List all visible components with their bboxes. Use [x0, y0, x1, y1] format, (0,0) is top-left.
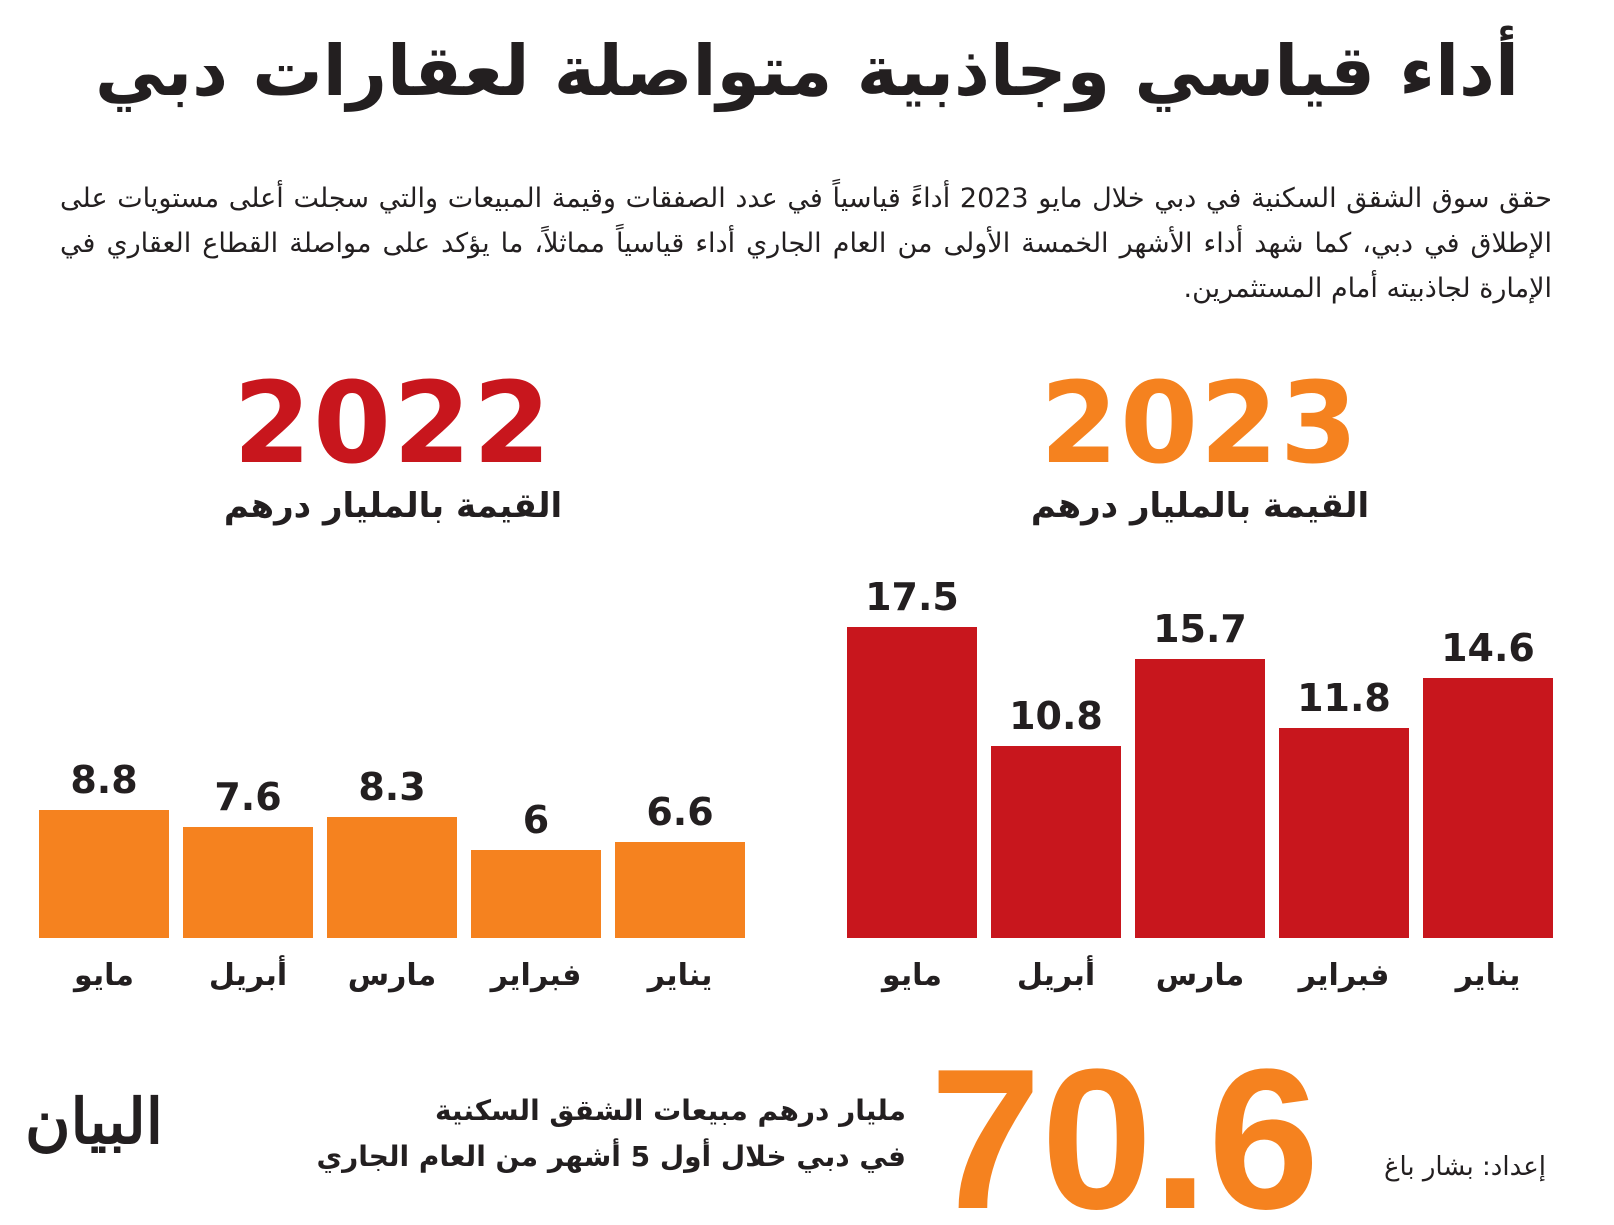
month-label-2022-3: فبراير [490, 958, 582, 993]
value-label-2023-0: 17.5 [865, 574, 959, 619]
month-label-2022-2: مارس [347, 958, 437, 993]
bar-2023-2 [1135, 658, 1265, 938]
value-label-2022-0: 8.8 [70, 757, 138, 802]
month-label-2022-0: مايو [74, 958, 134, 993]
bar-2022-1 [183, 827, 313, 938]
year-2023-title: 2023 [1040, 359, 1360, 489]
bar-2023-0 [847, 626, 977, 938]
bar-2023-4 [1423, 678, 1553, 938]
albayan-logo: البيان [25, 1085, 163, 1158]
value-label-2022-4: 6.6 [646, 789, 714, 834]
caption-line-1: مليار درهم مبيعات الشقق السكنية [434, 1094, 906, 1127]
intro-paragraph: حقق سوق الشقق السكنية في دبي خلال مايو 2… [60, 183, 1553, 304]
bar-2023-3 [1279, 727, 1409, 938]
month-label-2022-4: يناير [647, 958, 713, 993]
value-label-2023-4: 14.6 [1441, 626, 1535, 671]
value-label-2022-1: 7.6 [214, 775, 282, 820]
value-label-2023-2: 15.7 [1153, 606, 1247, 651]
total-sales-caption: مليار درهم مبيعات الشقق السكنية في دبي خ… [317, 1088, 907, 1180]
bar-2022-0 [39, 809, 169, 938]
caption-line-2: في دبي خلال أول 5 أشهر من العام الجاري [316, 1140, 907, 1173]
month-label-2023-0: مايو [882, 958, 942, 993]
month-label-2023-4: يناير [1455, 958, 1521, 993]
bar-2022-3 [471, 850, 601, 938]
bar-2022-2 [327, 816, 457, 938]
value-label-2023-3: 11.8 [1297, 675, 1391, 720]
credit: إعداد: بشار باغ [1383, 1152, 1546, 1182]
value-label-2022-3: 6 [522, 798, 550, 843]
month-label-2023-1: أبريل [1016, 958, 1096, 993]
value-label-2023-1: 10.8 [1009, 693, 1103, 738]
page-title: أداء قياسي وجاذبية متواصلة لعقارات دبي [95, 30, 1519, 112]
bar-2023-1 [991, 745, 1121, 938]
total-sales-value: 70.6 [930, 1028, 1320, 1225]
chart-2023-subtitle: القيمة بالمليار درهم [1030, 486, 1370, 526]
year-2022-title: 2022 [233, 359, 553, 489]
value-label-2022-2: 8.3 [358, 764, 426, 809]
month-label-2023-2: مارس [1155, 958, 1245, 993]
month-label-2022-1: أبريل [208, 958, 288, 993]
bar-2022-4 [615, 841, 745, 938]
chart-2022-subtitle: القيمة بالمليار درهم [223, 486, 563, 526]
month-label-2023-3: فبراير [1298, 958, 1390, 993]
